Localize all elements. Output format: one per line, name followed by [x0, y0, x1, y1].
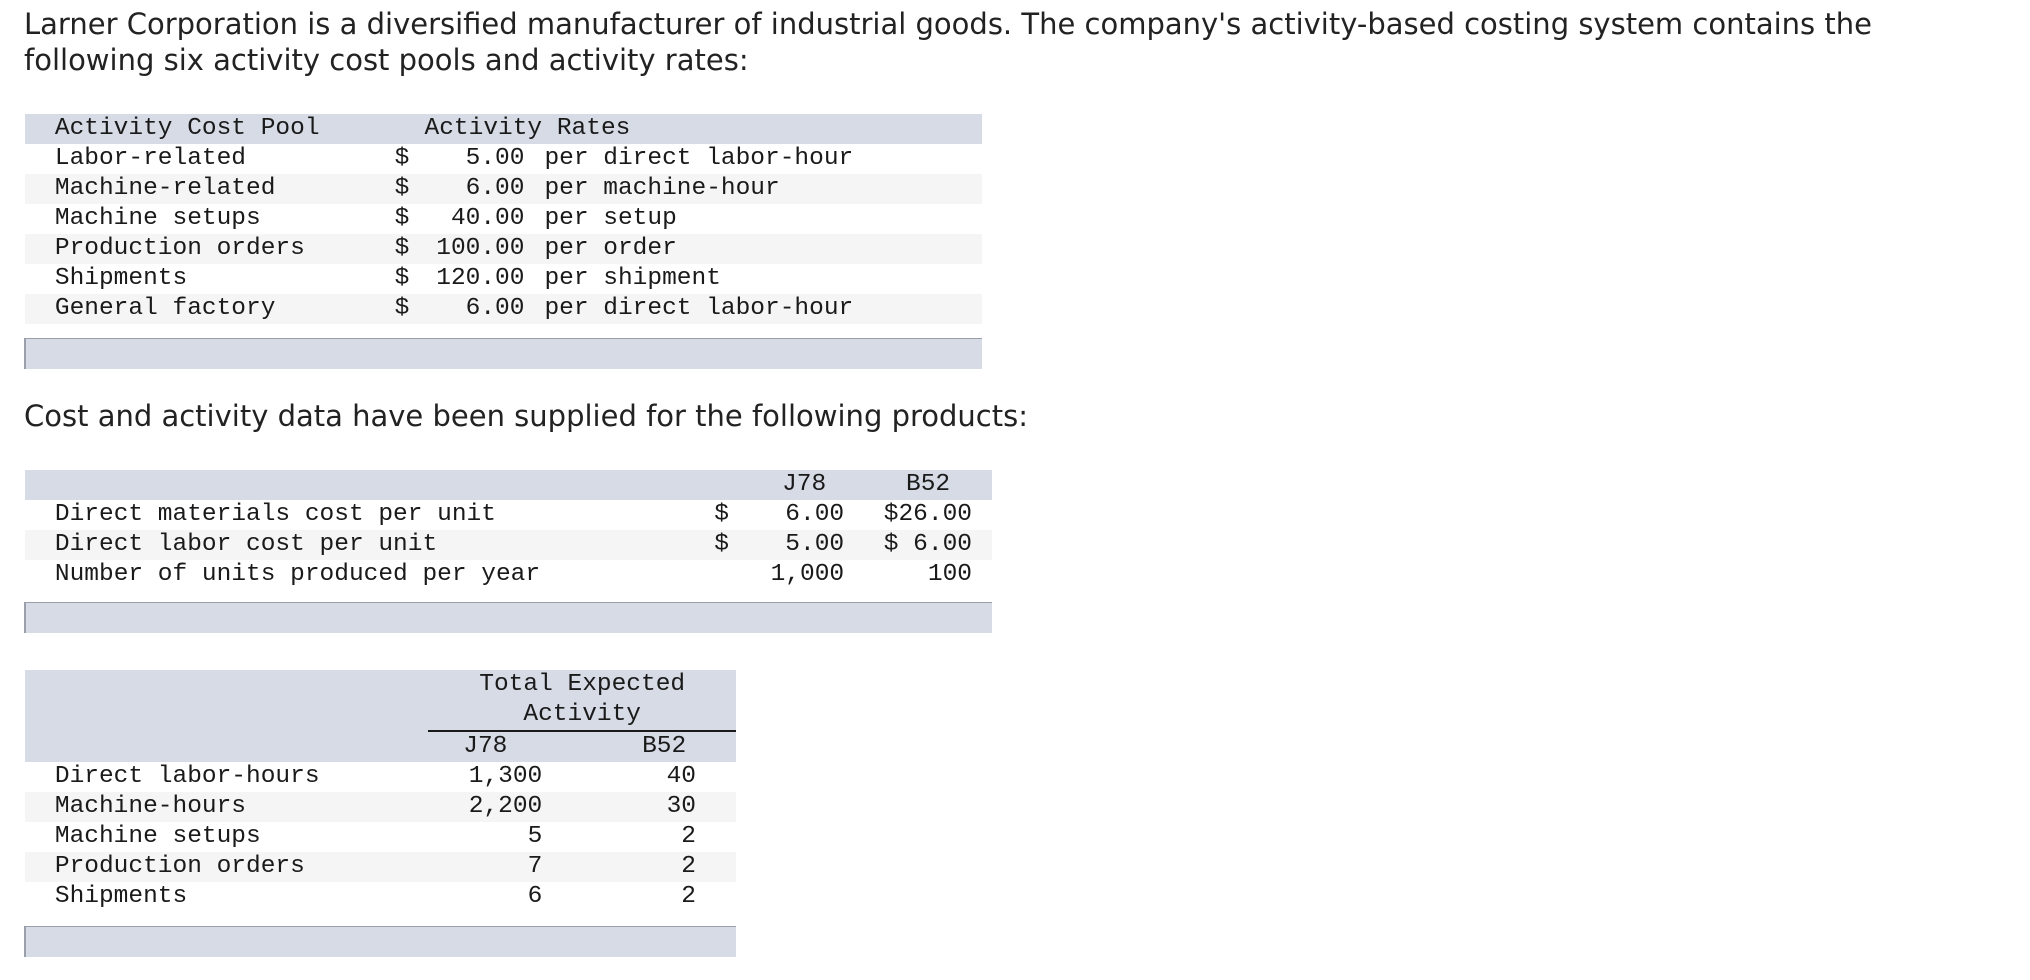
pool-name: General factory — [54, 294, 395, 324]
row-label: Direct materials cost per unit — [54, 500, 715, 530]
activity-column-header-row: J78 B52 — [25, 731, 736, 762]
table-row: Shipments $ 120.00 per shipment — [25, 264, 982, 294]
table-row: General factory $ 6.00 per direct labor-… — [25, 294, 982, 324]
header-activity-rates: Activity Rates — [424, 114, 982, 144]
b52-value: $ 6.00 — [844, 530, 992, 560]
rate-amount: 6.00 — [424, 174, 525, 204]
intro-line-2: following six activity cost pools and ac… — [24, 43, 749, 77]
header-j78: J78 — [744, 470, 845, 500]
pool-name: Machine setups — [54, 204, 395, 234]
currency-symbol: $ — [714, 500, 745, 530]
j78-value: 7 — [428, 852, 583, 882]
b52-value: 2 — [582, 852, 736, 882]
j78-value: 5.00 — [744, 530, 845, 560]
rate-unit: per setup — [524, 204, 982, 234]
table-row: Machine setups 5 2 — [25, 822, 736, 852]
table-footer-bar — [24, 338, 982, 369]
j78-value: 2,200 — [428, 792, 583, 822]
table-row: Direct labor cost per unit $ 5.00 $ 6.00 — [25, 530, 992, 560]
table-row: Production orders $ 100.00 per order — [25, 234, 982, 264]
row-label: Machine-hours — [54, 792, 429, 822]
header-j78: J78 — [428, 731, 583, 762]
j78-value: 5 — [428, 822, 583, 852]
pool-name: Labor-related — [54, 144, 395, 174]
rate-amount: 120.00 — [424, 264, 525, 294]
row-label: Direct labor-hours — [54, 762, 429, 792]
currency-symbol: $ — [394, 294, 425, 324]
products-header-row: J78 B52 — [25, 470, 992, 500]
currency-symbol: $ — [714, 530, 745, 560]
intro-line-1: Larner Corporation is a diversified manu… — [24, 7, 1872, 41]
pool-name: Shipments — [54, 264, 395, 294]
table-row: Number of units produced per year 1,000 … — [25, 560, 992, 590]
table-footer-bar — [24, 602, 992, 633]
product-cost-table: J78 B52 Direct materials cost per unit $… — [24, 470, 992, 633]
group-header-row-2: Activity — [25, 700, 736, 732]
activity-rates-table: Activity Cost Pool Activity Rates Labor-… — [24, 114, 982, 369]
currency-symbol — [714, 560, 745, 590]
table-row: Direct labor-hours 1,300 40 — [25, 762, 736, 792]
rate-unit: per order — [524, 234, 982, 264]
pool-name: Production orders — [54, 234, 395, 264]
rate-amount: 100.00 — [424, 234, 525, 264]
b52-value: $26.00 — [844, 500, 992, 530]
rate-amount: 6.00 — [424, 294, 525, 324]
header-total-expected: Total Expected — [428, 670, 736, 700]
rate-unit: per direct labor-hour — [524, 144, 982, 174]
pool-name: Machine-related — [54, 174, 395, 204]
table-row: Machine setups $ 40.00 per setup — [25, 204, 982, 234]
header-b52: B52 — [844, 470, 992, 500]
table-row: Machine-related $ 6.00 per machine-hour — [25, 174, 982, 204]
header-activity: Activity — [428, 700, 736, 732]
currency-symbol: $ — [394, 204, 425, 234]
rates-header-row: Activity Cost Pool Activity Rates — [25, 114, 982, 144]
middle-paragraph: Cost and activity data have been supplie… — [24, 399, 1028, 433]
b52-value: 30 — [582, 792, 736, 822]
rate-unit: per shipment — [524, 264, 982, 294]
header-b52: B52 — [582, 731, 736, 762]
j78-value: 6 — [428, 882, 583, 912]
group-header-row: Total Expected — [25, 670, 736, 700]
row-label: Shipments — [54, 882, 429, 912]
b52-value: 100 — [844, 560, 992, 590]
b52-value: 2 — [582, 822, 736, 852]
expected-activity-table: Total Expected Activity J78 B52 Direct l… — [24, 670, 736, 957]
table-row: Production orders 7 2 — [25, 852, 736, 882]
row-label: Number of units produced per year — [54, 560, 715, 590]
row-label: Machine setups — [54, 822, 429, 852]
rate-amount: 40.00 — [424, 204, 525, 234]
rate-unit: per machine-hour — [524, 174, 982, 204]
table-row: Direct materials cost per unit $ 6.00 $2… — [25, 500, 992, 530]
row-label: Production orders — [54, 852, 429, 882]
currency-symbol: $ — [394, 144, 425, 174]
table-row: Machine-hours 2,200 30 — [25, 792, 736, 822]
table-row: Labor-related $ 5.00 per direct labor-ho… — [25, 144, 982, 174]
j78-value: 6.00 — [744, 500, 845, 530]
rate-amount: 5.00 — [424, 144, 525, 174]
b52-value: 40 — [582, 762, 736, 792]
table-row: Shipments 6 2 — [25, 882, 736, 912]
currency-symbol: $ — [394, 174, 425, 204]
header-activity-cost-pool: Activity Cost Pool — [54, 114, 395, 144]
row-label: Direct labor cost per unit — [54, 530, 715, 560]
intro-paragraph: Larner Corporation is a diversified manu… — [24, 6, 1872, 78]
table-footer-bar — [24, 926, 736, 957]
currency-symbol: $ — [394, 234, 425, 264]
rate-unit: per direct labor-hour — [524, 294, 982, 324]
j78-value: 1,000 — [744, 560, 845, 590]
b52-value: 2 — [582, 882, 736, 912]
currency-symbol: $ — [394, 264, 425, 294]
j78-value: 1,300 — [428, 762, 583, 792]
